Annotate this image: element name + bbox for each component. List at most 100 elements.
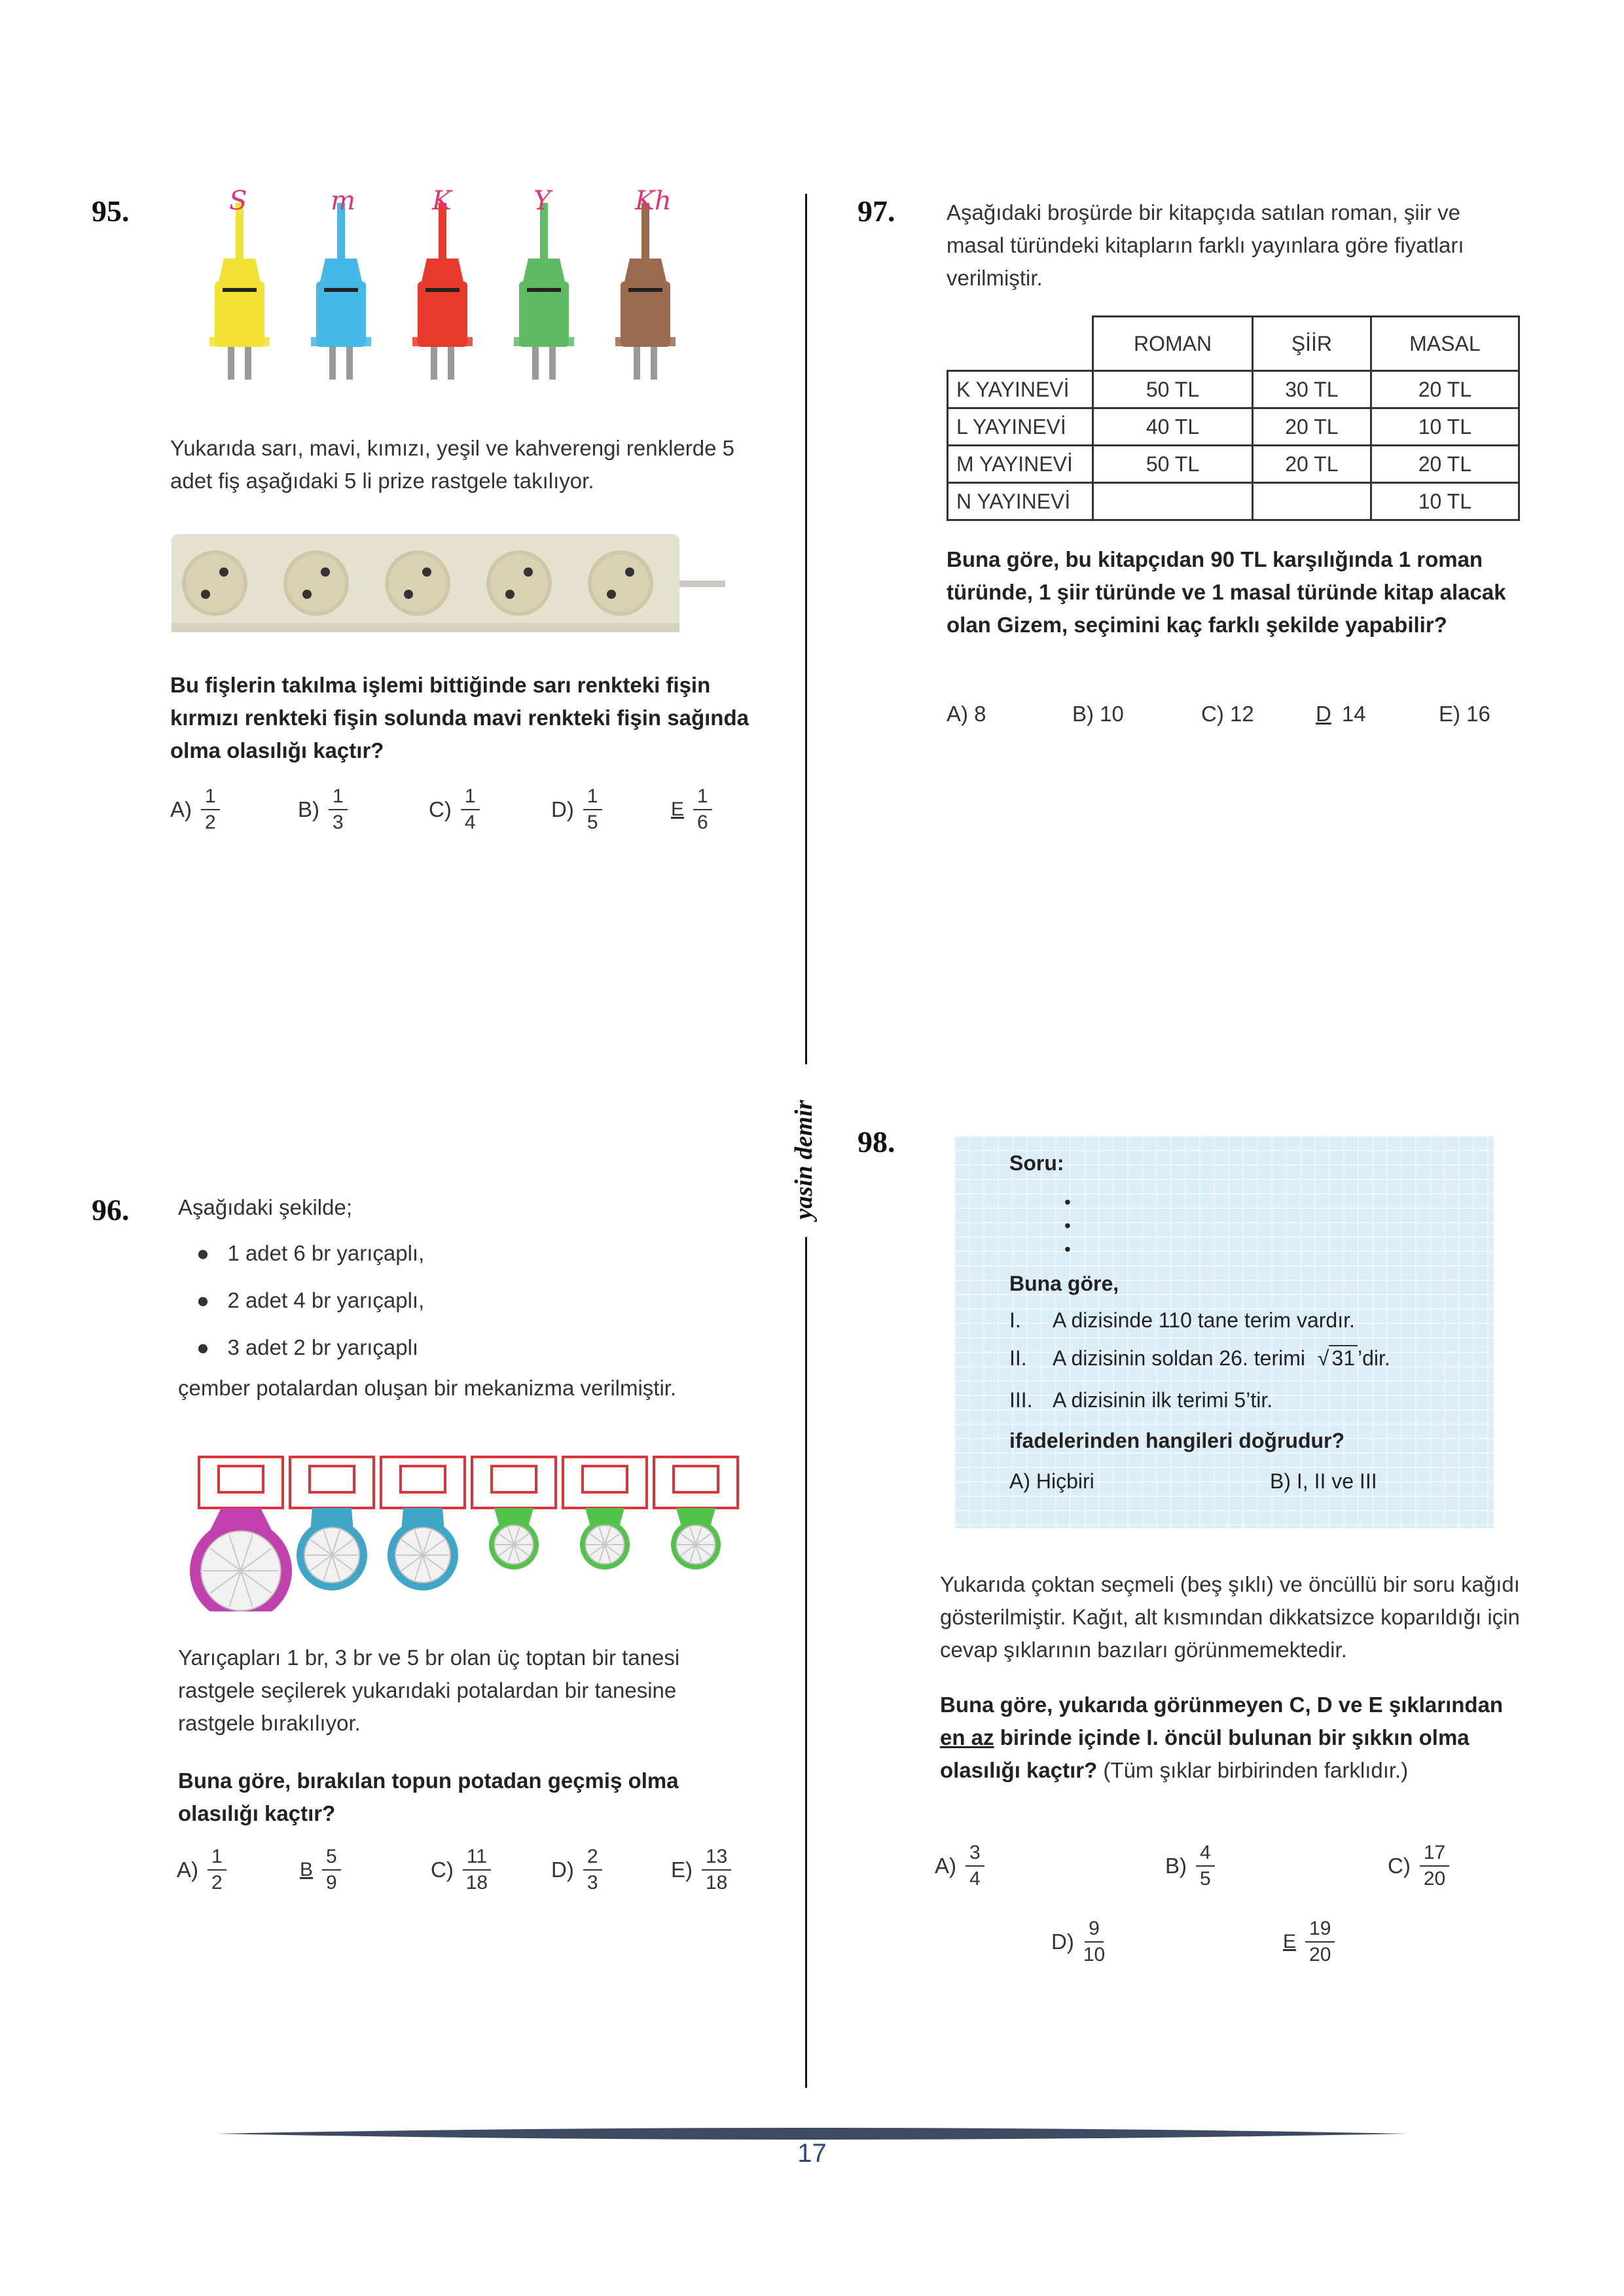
q96-after: çember potalardan oluşan bir mekanizma v… [178,1376,677,1400]
item-roman: I. [1009,1308,1021,1332]
hoop [653,1456,739,1570]
column-divider-top [805,194,807,1064]
fraction-numerator: 13 [702,1844,732,1871]
plug [514,203,574,380]
hoop [471,1456,557,1570]
sheet-ask: ifadelerinden hangileri doğrudur? [1009,1429,1345,1452]
option-fraction: 11 18 [462,1844,491,1895]
option-label: D [1316,702,1331,726]
table-cell [1251,482,1372,521]
plug [209,203,270,380]
bullet-text: 2 adet 4 br yarıçaplı, [227,1288,425,1312]
sqrt-radicand: 31 [1329,1345,1358,1370]
answer-option[interactable]: E) 13 18 [671,1844,732,1895]
hoop [289,1456,375,1590]
answer-option[interactable]: D) 1 5 [551,784,602,835]
hoop [190,1456,292,1611]
option-label: D) [551,1857,574,1882]
q98-text: Yukarıda çoktan seçmeli (beş şıklı) ve ö… [940,1572,1520,1662]
option-label: C) 12 [1201,702,1254,726]
answer-option[interactable]: B) 1 3 [298,784,348,835]
answer-option[interactable]: B) 4 5 [1165,1840,1215,1892]
table-cell: 20 TL [1369,370,1521,409]
table-cell: M YAYINEVİ [947,444,1094,484]
table-cell: K YAYINEVİ [947,370,1094,409]
option-fraction: 9 10 [1083,1916,1105,1967]
answer-option[interactable]: D 14 [1316,702,1366,726]
bullet-text: 1 adet 6 br yarıçaplı, [227,1241,425,1265]
answer-option[interactable]: E 19 20 [1283,1916,1335,1967]
table-cell: 30 TL [1251,370,1372,409]
fraction-numerator: 9 [1085,1916,1104,1943]
option-label: E [671,798,685,820]
q96-question: Buna göre, bırakılan topun potadan geçmi… [178,1768,679,1825]
item-text: A dizisinde 110 tane terim vardır. [1053,1308,1355,1332]
q95-text: Yukarıda sarı, mavi, kımızı, yeşil ve ka… [170,436,735,493]
answer-option[interactable]: E) 16 [1439,702,1490,726]
answer-option[interactable]: C) 1 4 [429,784,480,835]
socket [385,550,450,616]
sheet-prompt: Buna göre, [1009,1272,1119,1295]
fraction-numerator: 4 [1196,1840,1215,1867]
table-cell: 20 TL [1251,407,1372,446]
sheet-item-1: I. A dizisinde 110 tane terim vardır. [1009,1308,1355,1333]
option-label: E [1283,1931,1297,1952]
handwritten-mark: Y [533,190,553,216]
answer-option[interactable]: A) 1 2 [170,784,220,835]
table-cell: 10 TL [1369,482,1521,521]
answer-option[interactable]: C) 11 18 [431,1844,491,1895]
plug [412,203,473,380]
bullet-text: 3 adet 2 br yarıçaplı [227,1335,419,1359]
option-label: A) [177,1857,198,1882]
answer-option[interactable]: A) 3 4 [935,1840,984,1892]
sheet-option-a: A) Hiçbiri [1009,1469,1094,1493]
table-cell: 10 TL [1369,407,1521,446]
q95-question: Bu fişlerin takılma işlemi bittiğinde sa… [170,673,749,762]
q97-text: Aşağıdaki broşürde bir kitapçıda satılan… [947,200,1464,290]
side-author-text: yasin demir [790,1100,818,1220]
q98-number: 98. [857,1125,895,1158]
option-value: 14 [1341,702,1366,726]
q96-bullets: ● 1 adet 6 br yarıçaplı, ● 2 adet 4 br y… [196,1237,424,1378]
answer-option[interactable]: B) 10 [1072,702,1124,726]
table-row: K YAYINEVİ 50 TL 30 TL 20 TL [947,370,1521,409]
answer-option[interactable]: D) 9 10 [1051,1916,1105,1967]
page-number: 17 [797,2139,827,2168]
table-header: ŞİİR [1251,315,1372,372]
answer-option[interactable]: A) 1 2 [177,1844,226,1895]
item-suffix: ’dir. [1358,1346,1390,1370]
table-row: N YAYINEVİ 10 TL [947,482,1521,521]
table-cell: L YAYINEVİ [947,407,1094,446]
socket [182,550,247,616]
item-roman: III. [1009,1388,1033,1412]
q96-intro: Aşağıdaki şekilde; [178,1195,352,1219]
fraction-numerator: 17 [1419,1840,1450,1867]
item-text: A dizisinin soldan 26. terimi [1053,1346,1305,1370]
item-text: A dizisinin ilk terimi 5’tir. [1053,1388,1273,1412]
q98-question-part: birinde içinde I. öncül bulunan bir şıkk… [940,1725,1470,1782]
answer-option[interactable]: C) 12 [1201,702,1254,726]
answer-option[interactable]: C) 17 20 [1388,1840,1450,1892]
bullet-item: ● 3 adet 2 br yarıçaplı [196,1335,419,1359]
footer-rule [216,2128,1407,2140]
q98-question-note: (Tüm şıklar birbirinden farklıdır.) [1103,1758,1409,1782]
option-label: B) [1165,1854,1187,1878]
table-cell: N YAYINEVİ [947,482,1094,521]
hoop [562,1456,648,1570]
answer-option[interactable]: D) 2 3 [551,1844,602,1895]
fraction-denominator: 18 [706,1872,728,1893]
option-label: E) 16 [1439,702,1490,726]
fraction-denominator: 2 [205,812,216,833]
answer-option[interactable]: A) 8 [947,702,986,726]
fraction-numerator: 1 [693,784,712,810]
